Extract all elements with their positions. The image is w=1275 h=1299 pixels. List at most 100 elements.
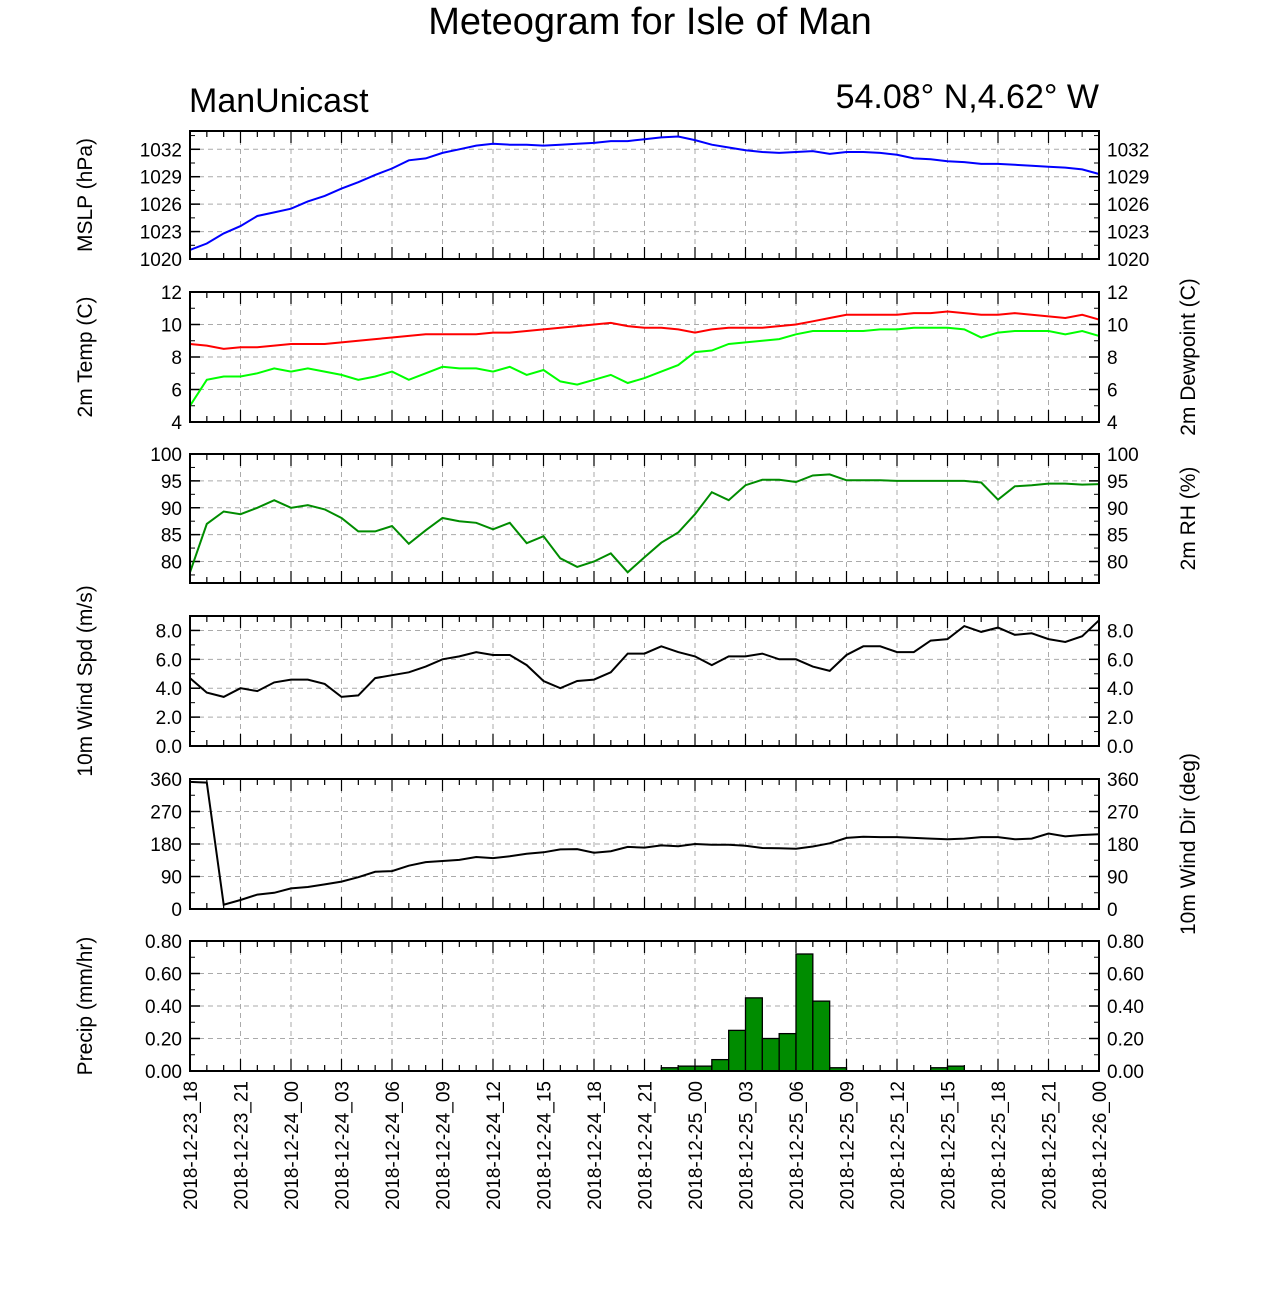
precip-bar <box>778 1032 797 1072</box>
panel-6: 0.00 0.00 0.20 0.20 0.40 0.40 0.60 0.60 0.80 0.80… <box>74 932 1144 1083</box>
y-axis-label-left: Precip (mm/hr) <box>74 937 97 1076</box>
y-tick-label-left: 8 <box>171 348 182 369</box>
y-tick-label-left: 4.0 <box>156 679 182 700</box>
y-tick-label-left: 1020 <box>140 250 182 271</box>
y-tick-label-right: 0.20 <box>1107 1030 1144 1051</box>
precip-bar <box>728 1029 747 1072</box>
series-line-2 <box>189 326 1100 407</box>
y-axis-label-right: 2m Dewpoint (C) <box>1177 278 1200 436</box>
panel-frame <box>189 453 1100 584</box>
y-tick-label-left: 1026 <box>140 195 182 216</box>
y-tick-label-right: 0.80 <box>1107 932 1144 953</box>
y-tick-label-left: 90 <box>161 499 182 520</box>
precip-bar <box>761 1037 780 1072</box>
y-tick-label-right: 1023 <box>1107 223 1149 244</box>
series-line-1 <box>189 619 1100 698</box>
y-axis-label-left: 2m Temp (C) <box>74 297 97 418</box>
y-tick-label-right: 12 <box>1107 283 1128 304</box>
y-tick-label-left: 4 <box>171 413 182 434</box>
y-tick-label-left: 12 <box>161 283 182 304</box>
panel-2: 4 4 6 6 8 8 10 10 12 12 2m Temp (C) 2m Dewpoint (C) <box>74 278 1200 436</box>
y-tick-label-right: 6 <box>1107 381 1118 402</box>
y-tick-label-right: 1032 <box>1107 140 1149 161</box>
y-tick-label-left: 180 <box>150 835 182 856</box>
y-tick-label-right: 10 <box>1107 316 1128 337</box>
panel-frame <box>189 778 1100 910</box>
y-tick-label-right: 0.40 <box>1107 997 1144 1018</box>
y-tick-label-left: 0 <box>171 900 182 921</box>
y-tick-label-right: 1020 <box>1107 250 1149 271</box>
x-tick-label: 2018-12-26_00 <box>1090 1081 1111 1210</box>
y-tick-label-right: 0.00 <box>1107 1062 1144 1083</box>
x-tick-label: 2018-12-23_18 <box>181 1081 202 1210</box>
y-tick-label-left: 100 <box>150 445 182 466</box>
y-tick-label-right: 8 <box>1107 348 1118 369</box>
y-tick-label-right: 4 <box>1107 413 1118 434</box>
y-tick-label-left: 1029 <box>140 168 182 189</box>
y-tick-label-left: 0.80 <box>145 932 182 953</box>
y-tick-label-left: 90 <box>161 868 182 889</box>
x-tick-label: 2018-12-25_12 <box>888 1081 909 1210</box>
y-tick-label-right: 270 <box>1107 803 1139 824</box>
x-tick-label: 2018-12-24_15 <box>535 1081 556 1210</box>
panel-4: 0.0 0.0 2.0 2.0 4.0 4.0 6.0 6.0 8.0 8.0 10m Wind S… <box>74 585 1133 776</box>
panel-1: 1020 1020 1023 1023 1026 1026 1029 1029 1032 1032… <box>74 130 1149 271</box>
y-tick-label-right: 0.60 <box>1107 965 1144 986</box>
y-tick-label-right: 90 <box>1107 499 1128 520</box>
y-tick-label-right: 100 <box>1107 445 1139 466</box>
panel-frame <box>189 940 1100 1072</box>
y-tick-label-right: 80 <box>1107 553 1128 574</box>
y-tick-label-right: 0 <box>1107 900 1118 921</box>
model-name: ManUnicast <box>189 82 369 120</box>
y-tick-label-left: 1023 <box>140 223 182 244</box>
x-tick-label: 2018-12-24_21 <box>636 1081 657 1210</box>
y-tick-label-right: 85 <box>1107 526 1128 547</box>
y-tick-label-left: 6 <box>171 381 182 402</box>
y-tick-label-right: 95 <box>1107 472 1128 493</box>
x-tick-label: 2018-12-25_09 <box>838 1081 859 1210</box>
x-tick-label: 2018-12-24_00 <box>282 1081 303 1210</box>
y-tick-label-left: 0.00 <box>145 1062 182 1083</box>
x-tick-label: 2018-12-24_18 <box>585 1081 606 1210</box>
y-tick-label-right: 1029 <box>1107 168 1149 189</box>
precip-bar <box>812 1000 831 1072</box>
y-tick-label-right: 90 <box>1107 868 1128 889</box>
y-tick-label-left: 85 <box>161 526 182 547</box>
x-axis-labels: 2018-12-23_18 2018-12-23_21 2018-12-24_00 2… <box>181 1081 1111 1210</box>
panel-frame <box>189 130 1100 260</box>
y-tick-label-left: 0.0 <box>156 737 182 758</box>
panel-frame <box>189 615 1100 747</box>
y-tick-label-left: 95 <box>161 472 182 493</box>
y-tick-label-right: 1026 <box>1107 195 1149 216</box>
panel-3: 80 80 85 85 90 90 95 95 100 100 2m RH (%) <box>150 445 1200 584</box>
y-axis-label-right: 2m RH (%) <box>1177 467 1200 571</box>
y-tick-label-right: 8.0 <box>1107 621 1133 642</box>
y-tick-label-right: 0.0 <box>1107 737 1133 758</box>
x-tick-label: 2018-12-24_06 <box>383 1081 404 1210</box>
y-axis-label-left: 10m Wind Spd (m/s) <box>74 585 97 776</box>
y-tick-label-right: 2.0 <box>1107 708 1133 729</box>
y-tick-label-left: 0.60 <box>145 965 182 986</box>
y-tick-label-left: 8.0 <box>156 621 182 642</box>
meteogram-panels: 1020 1020 1023 1023 1026 1026 1029 1029 1032 1032… <box>74 130 1200 1210</box>
x-tick-label: 2018-12-23_21 <box>232 1081 253 1210</box>
x-tick-label: 2018-12-25_15 <box>939 1081 960 1210</box>
y-tick-label-left: 80 <box>161 553 182 574</box>
x-tick-label: 2018-12-25_06 <box>787 1081 808 1210</box>
y-tick-label-right: 6.0 <box>1107 650 1133 671</box>
y-axis-label-right: 10m Wind Dir (deg) <box>1177 753 1200 935</box>
precip-bar <box>795 953 814 1072</box>
x-tick-label: 2018-12-24_09 <box>434 1081 455 1210</box>
x-tick-label: 2018-12-25_18 <box>989 1081 1010 1210</box>
x-tick-label: 2018-12-24_03 <box>333 1081 354 1210</box>
chart-title: Meteogram for Isle of Man <box>428 1 872 43</box>
series-line-1 <box>189 473 1100 574</box>
y-tick-label-left: 10 <box>161 316 182 337</box>
y-tick-label-right: 180 <box>1107 835 1139 856</box>
panel-frame <box>189 291 1100 423</box>
y-tick-label-left: 360 <box>150 770 182 791</box>
series-line-1 <box>189 135 1100 251</box>
y-tick-label-left: 6.0 <box>156 650 182 671</box>
x-tick-label: 2018-12-24_12 <box>484 1081 505 1210</box>
